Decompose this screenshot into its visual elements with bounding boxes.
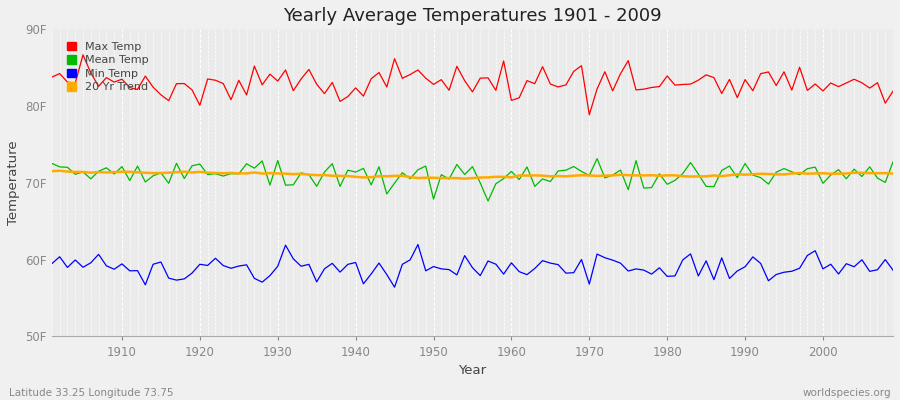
Text: worldspecies.org: worldspecies.org: [803, 388, 891, 398]
Y-axis label: Temperature: Temperature: [7, 140, 20, 225]
Legend: Max Temp, Mean Temp, Min Temp, 20 Yr Trend: Max Temp, Mean Temp, Min Temp, 20 Yr Tre…: [61, 36, 154, 98]
X-axis label: Year: Year: [458, 364, 487, 377]
Title: Yearly Average Temperatures 1901 - 2009: Yearly Average Temperatures 1901 - 2009: [284, 7, 662, 25]
Text: Latitude 33.25 Longitude 73.75: Latitude 33.25 Longitude 73.75: [9, 388, 174, 398]
